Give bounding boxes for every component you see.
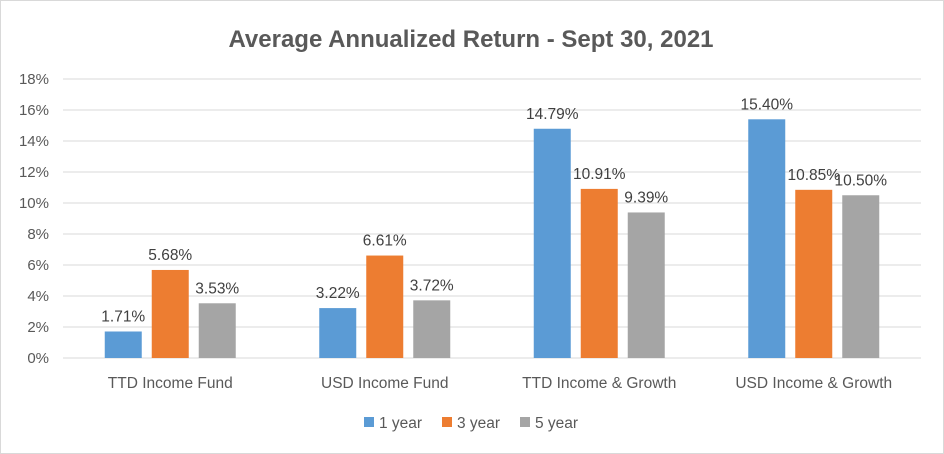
data-label: 10.91% bbox=[573, 166, 626, 183]
data-label: 10.50% bbox=[834, 172, 887, 189]
category-label: TTD Income & Growth bbox=[522, 375, 676, 392]
bar bbox=[533, 128, 571, 358]
bars bbox=[104, 119, 880, 358]
data-label: 1.71% bbox=[101, 308, 145, 325]
bar bbox=[104, 331, 142, 358]
y-tick-label: 8% bbox=[27, 226, 49, 243]
data-label: 3.53% bbox=[195, 280, 239, 297]
y-tick-label: 10% bbox=[19, 195, 49, 212]
legend-label: 1 year bbox=[379, 415, 422, 432]
bar bbox=[319, 308, 357, 358]
data-label: 6.61% bbox=[363, 233, 407, 250]
legend-label: 3 year bbox=[457, 415, 500, 432]
bar bbox=[413, 300, 451, 358]
legend-swatch bbox=[364, 417, 374, 427]
y-axis-ticks: 0% 2% 4% 6% 8% 10% 12% 14% 16% 18% bbox=[19, 71, 49, 367]
bar bbox=[627, 212, 665, 358]
category-label: TTD Income Fund bbox=[108, 375, 233, 392]
bar bbox=[151, 269, 189, 358]
data-label: 15.40% bbox=[740, 96, 793, 113]
data-label: 5.68% bbox=[148, 247, 192, 264]
data-labels: 1.71% 5.68%3.53% 3.22% 6.61% 3.72% 14.79% 10.9… bbox=[101, 96, 887, 325]
bar bbox=[748, 119, 786, 358]
category-labels: TTD Income Fund USD Income Fund TTD Income… bbox=[108, 375, 892, 392]
data-label: 14.79% bbox=[526, 106, 579, 123]
y-tick-label: 0% bbox=[27, 350, 49, 367]
legend-swatch bbox=[442, 417, 452, 427]
data-label: 3.72% bbox=[410, 277, 454, 294]
y-tick-label: 12% bbox=[19, 164, 49, 181]
bar bbox=[580, 188, 618, 358]
bar bbox=[198, 303, 236, 358]
y-tick-label: 16% bbox=[19, 102, 49, 119]
y-tick-label: 2% bbox=[27, 319, 49, 336]
category-label: USD Income & Growth bbox=[735, 375, 892, 392]
legend: 1 year 3 year 5 year bbox=[364, 415, 578, 432]
data-label: 9.39% bbox=[624, 189, 668, 206]
y-tick-label: 6% bbox=[27, 257, 49, 274]
y-tick-label: 18% bbox=[19, 71, 49, 88]
bar bbox=[842, 195, 880, 358]
gridlines bbox=[63, 78, 921, 359]
bar bbox=[795, 189, 833, 358]
legend-label: 5 year bbox=[535, 415, 578, 432]
legend-swatch bbox=[520, 417, 530, 427]
y-tick-label: 14% bbox=[19, 133, 49, 150]
category-label: USD Income Fund bbox=[321, 375, 449, 392]
data-label: 3.22% bbox=[316, 285, 360, 302]
chart-title: Average Annualized Return - Sept 30, 202… bbox=[228, 26, 713, 53]
y-tick-label: 4% bbox=[27, 288, 49, 305]
data-label: 10.85% bbox=[787, 167, 840, 184]
bar bbox=[366, 255, 404, 358]
